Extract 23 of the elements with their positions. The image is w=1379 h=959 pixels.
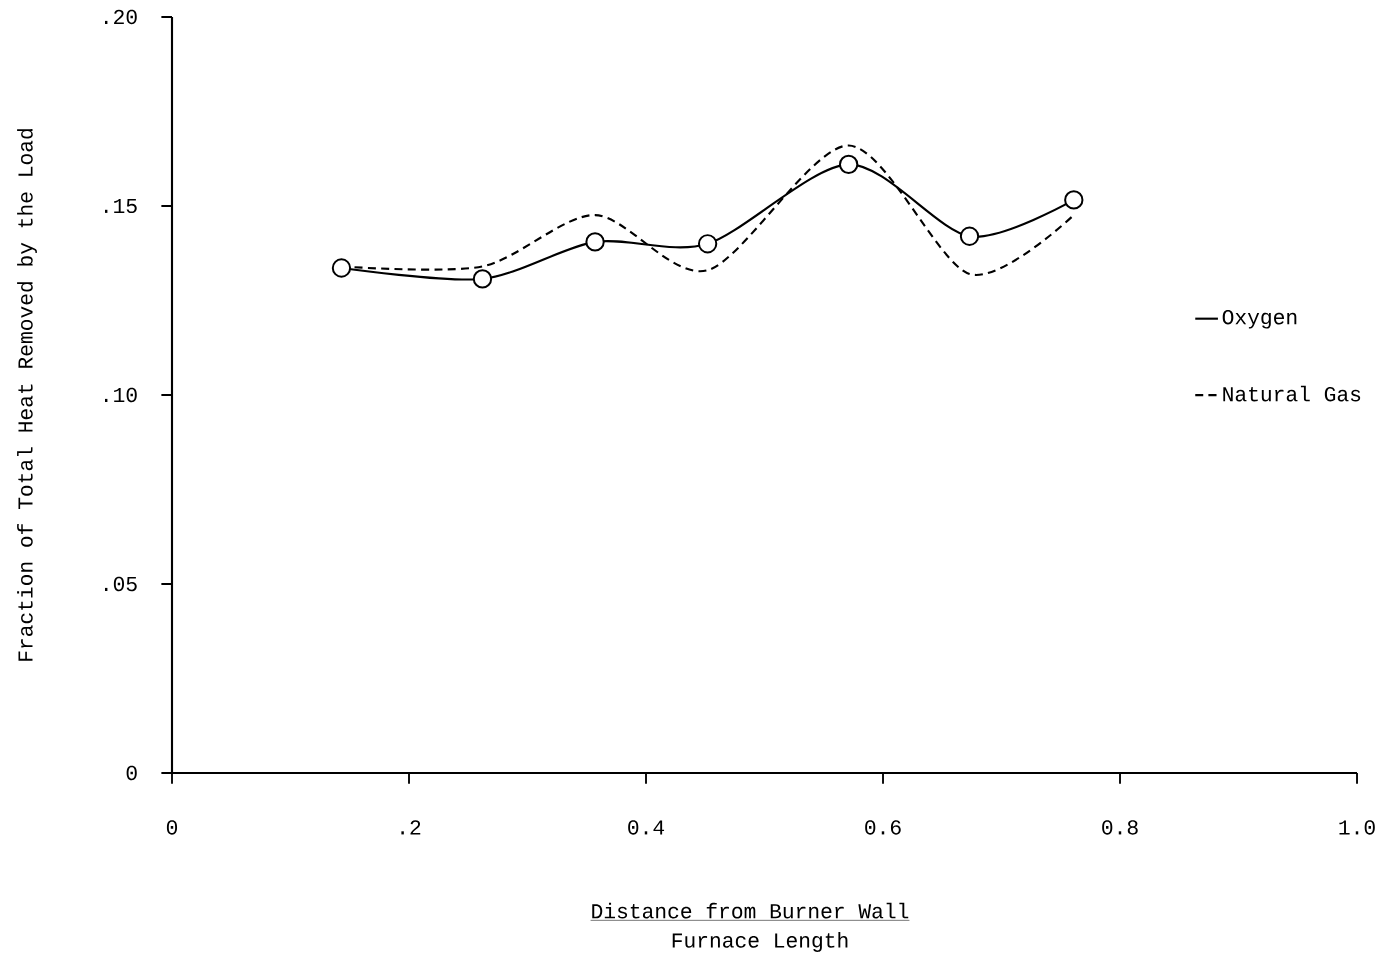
y-tick-label: .20 — [104, 9, 137, 25]
point — [838, 154, 859, 175]
y-tick-label: .15 — [104, 198, 137, 214]
x-tick-label: 0.8 — [1102, 820, 1138, 835]
y-tick-label: .05 — [104, 576, 137, 592]
y-axis-title: Fraction of Total Heat Removed by the Load — [17, 129, 37, 661]
point — [331, 258, 352, 278]
legend-label: Oxygen — [1222, 309, 1297, 329]
legend-label: Natural Gas — [1223, 385, 1361, 402]
point — [697, 234, 718, 254]
y-tick-label: 0 — [126, 765, 137, 781]
x-tick-label: 0.4 — [628, 820, 665, 835]
point — [959, 226, 980, 246]
x-tick-label: 0 — [166, 820, 178, 835]
x-tick-label: 0.6 — [865, 820, 901, 835]
point — [585, 232, 605, 252]
text: Furnace Length — [672, 932, 848, 952]
x-axis-title: Distance from Burner Wall — [592, 902, 909, 919]
point — [1064, 190, 1084, 210]
y-tick-label: .10 — [104, 387, 137, 403]
point — [472, 269, 493, 289]
x-tick-label: 1.0 — [1339, 820, 1375, 835]
x-tick-label: .2 — [401, 820, 421, 835]
